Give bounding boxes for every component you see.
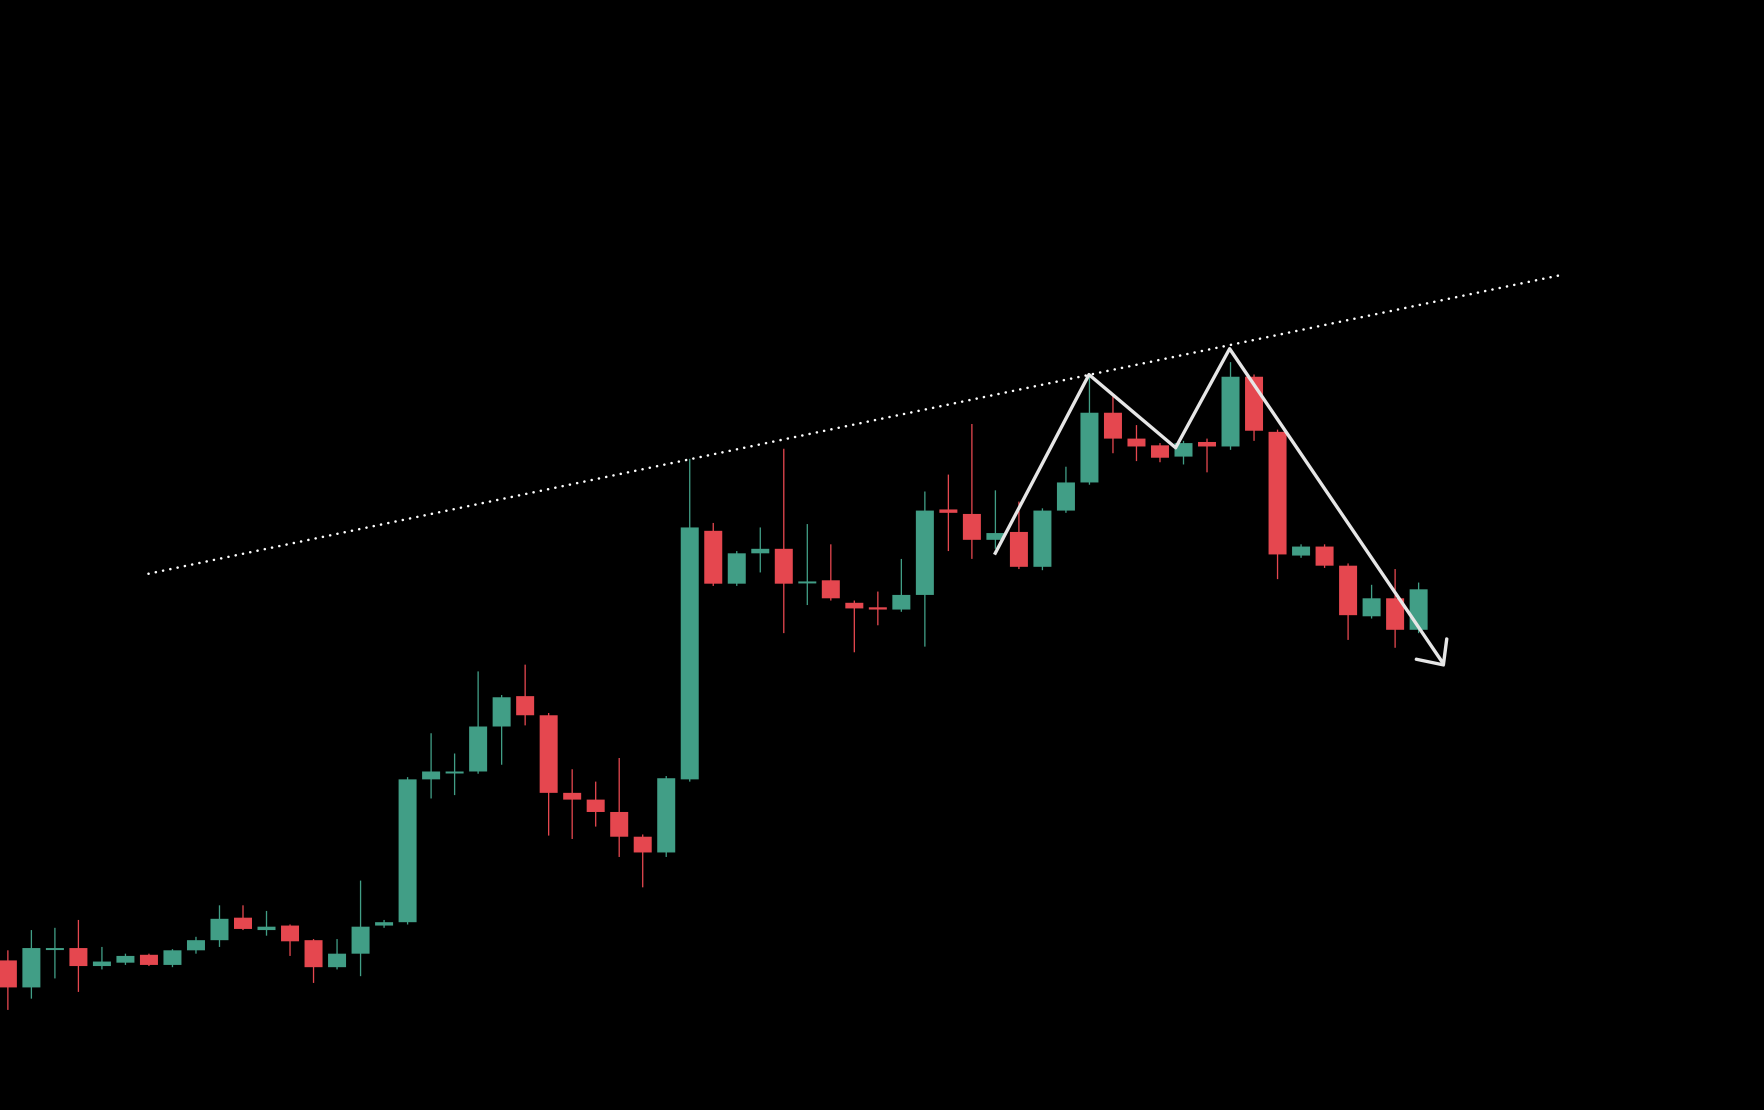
candle-body <box>1315 546 1334 566</box>
trend-line <box>147 274 1560 575</box>
candle-body <box>1009 531 1028 567</box>
candle-body <box>45 948 64 951</box>
candle-body <box>328 953 347 968</box>
candle-body <box>821 580 840 599</box>
candle-body <box>868 607 887 610</box>
candle-body <box>210 918 229 941</box>
candle-body <box>1362 598 1381 617</box>
candle-body <box>915 510 934 595</box>
candle-body <box>304 940 323 968</box>
candle-body <box>1409 589 1428 630</box>
pattern-path <box>993 347 1445 665</box>
candle-body <box>0 960 17 988</box>
candle-body <box>1339 565 1358 616</box>
candle-body <box>1033 510 1052 567</box>
candle-body <box>539 715 558 793</box>
candles <box>0 362 1428 1010</box>
candle-body <box>610 811 629 837</box>
candle-body <box>445 771 464 774</box>
candle-body <box>586 799 605 812</box>
candle-body <box>139 954 158 965</box>
candle-body <box>986 533 1005 540</box>
candle-body <box>116 955 135 963</box>
candle-body <box>1127 438 1146 447</box>
candle-body <box>798 581 817 584</box>
candle-body <box>92 961 111 967</box>
candle-body <box>1150 445 1169 458</box>
candle-body <box>186 940 205 951</box>
candle-body <box>398 779 417 923</box>
candle-body <box>469 726 488 772</box>
candle-body <box>1103 412 1122 439</box>
candle-body <box>774 548 793 584</box>
candle-body <box>962 513 981 540</box>
candle-body <box>751 548 770 554</box>
candle-body <box>563 792 582 800</box>
candle-body <box>1174 443 1193 457</box>
candle-body <box>704 530 723 584</box>
candle-body <box>375 922 394 926</box>
candle-body <box>69 948 88 967</box>
candle-body <box>22 948 41 988</box>
candle-body <box>516 696 535 716</box>
candle-body <box>351 926 370 954</box>
candle-body <box>1386 598 1405 630</box>
candle-body <box>727 553 746 584</box>
candle-body <box>680 527 699 780</box>
candle-body <box>892 594 911 610</box>
candle-body <box>1080 412 1099 483</box>
candle-body <box>845 602 864 609</box>
candle-body <box>1268 431 1287 555</box>
candle-body <box>234 917 252 929</box>
candle-body <box>939 509 958 513</box>
candle-body <box>657 778 676 853</box>
candle-body <box>492 697 511 727</box>
candle-body <box>1292 546 1311 556</box>
annotations <box>147 274 1560 667</box>
candle-body <box>163 950 182 965</box>
candle-body <box>257 926 276 931</box>
candle-body <box>1221 376 1240 447</box>
candle-body <box>281 925 300 942</box>
candle-body <box>422 771 441 780</box>
candle-body <box>633 836 652 853</box>
candle-body <box>1198 441 1217 447</box>
candle-body <box>1056 482 1075 511</box>
arrow-head <box>1414 637 1449 667</box>
